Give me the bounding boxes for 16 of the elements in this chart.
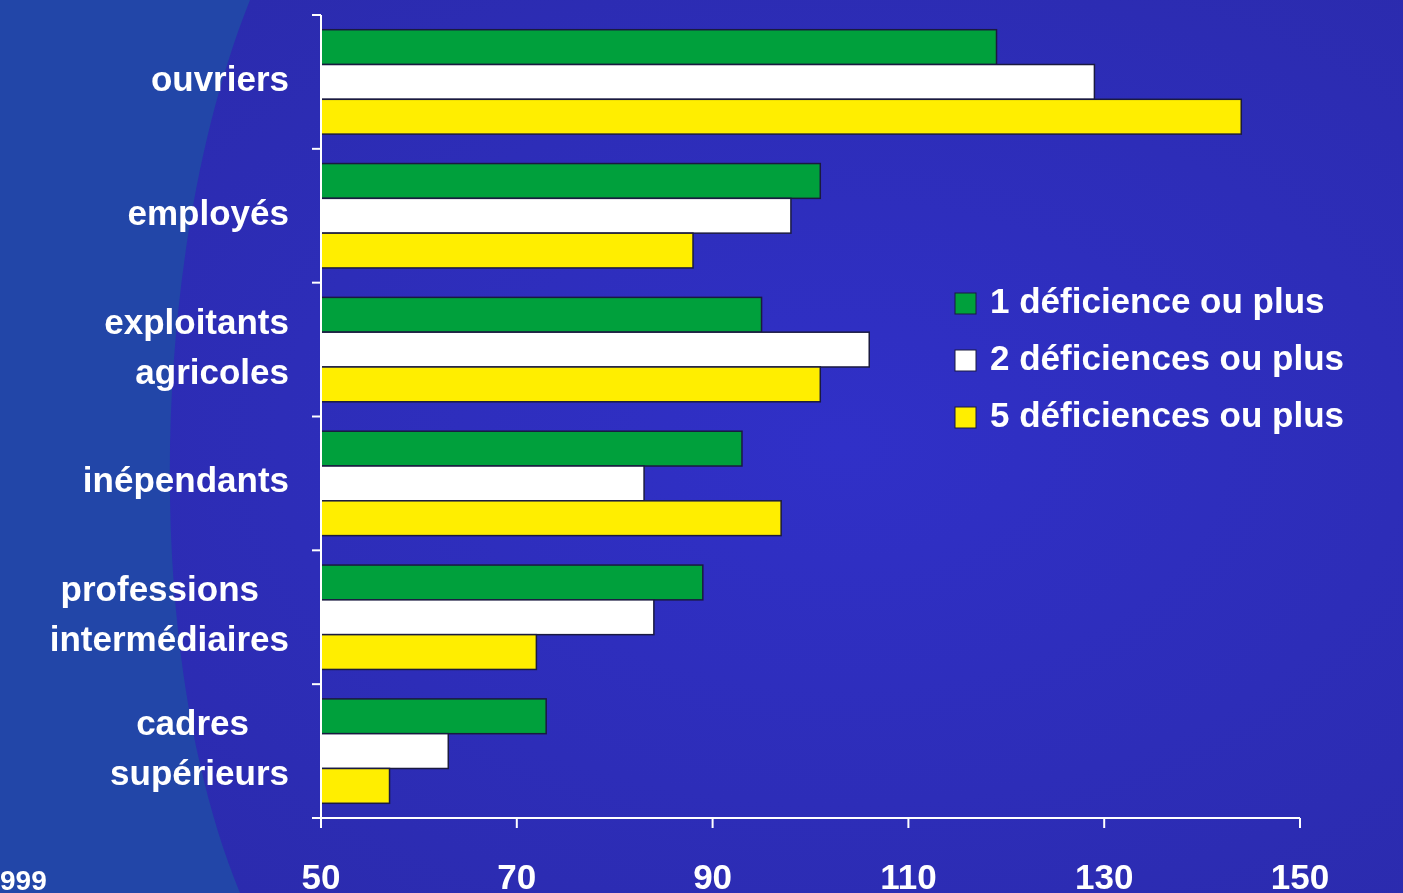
x-tick-label: 50: [301, 857, 341, 893]
y-tick-label: cadres supérieurs: [110, 703, 289, 793]
y-tick-label: exploitants agricoles: [104, 301, 289, 391]
y-tick-label: employés: [127, 193, 289, 232]
legend-label: 5 déficiences ou plus: [990, 395, 1344, 435]
x-tick-label: 70: [497, 857, 537, 893]
y-tick-label: professions intermédiaires: [49, 569, 289, 659]
legend-label: 2 déficiences ou plus: [990, 338, 1344, 378]
y-tick-label: inépendants: [82, 460, 289, 500]
x-tick-label: 110: [880, 857, 937, 893]
text: 999: [0, 865, 47, 893]
x-tick-label: 130: [1075, 857, 1134, 893]
legend-label: 1 déficience ou plus: [990, 281, 1325, 321]
y-tick-label: ouvriers: [150, 59, 289, 99]
x-tick-label: 90: [693, 857, 733, 893]
x-tick-label: 150: [1270, 857, 1330, 893]
